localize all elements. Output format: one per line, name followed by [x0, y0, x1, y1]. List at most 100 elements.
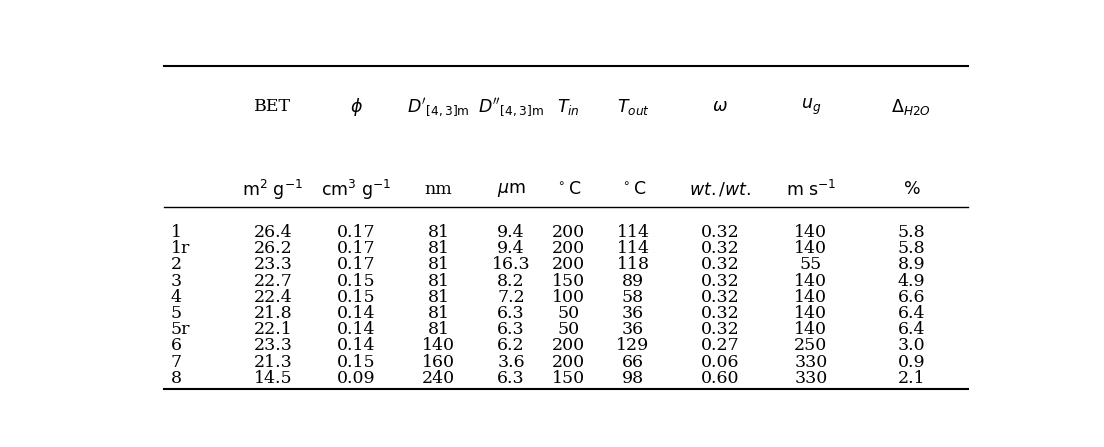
Text: 81: 81: [427, 321, 449, 338]
Text: 8.2: 8.2: [497, 273, 524, 290]
Text: 6.3: 6.3: [497, 305, 524, 322]
Text: 81: 81: [427, 289, 449, 306]
Text: $\Delta_{H2O}$: $\Delta_{H2O}$: [891, 97, 932, 117]
Text: 6.2: 6.2: [497, 337, 524, 354]
Text: 23.3: 23.3: [253, 337, 293, 354]
Text: 0.17: 0.17: [337, 224, 375, 241]
Text: 200: 200: [552, 240, 585, 257]
Text: $T_{out}$: $T_{out}$: [616, 97, 649, 117]
Text: 0.60: 0.60: [701, 370, 739, 387]
Text: 330: 330: [794, 354, 828, 371]
Text: 3: 3: [170, 273, 182, 290]
Text: 3.6: 3.6: [497, 354, 524, 371]
Text: $D''_{[4,3]\rm{m}}$: $D''_{[4,3]\rm{m}}$: [478, 96, 544, 118]
Text: 16.3: 16.3: [491, 257, 530, 274]
Text: $D'_{[4,3]\rm{m}}$: $D'_{[4,3]\rm{m}}$: [407, 96, 470, 118]
Text: 118: 118: [616, 257, 649, 274]
Text: 160: 160: [422, 354, 455, 371]
Text: $u_g$: $u_g$: [800, 97, 821, 117]
Text: 81: 81: [427, 305, 449, 322]
Text: $^\circ\rm{C}$: $^\circ\rm{C}$: [555, 181, 582, 198]
Text: 9.4: 9.4: [497, 240, 524, 257]
Text: 0.17: 0.17: [337, 257, 375, 274]
Text: 0.15: 0.15: [337, 273, 375, 290]
Text: 6.3: 6.3: [497, 370, 524, 387]
Text: 150: 150: [552, 370, 585, 387]
Text: 81: 81: [427, 257, 449, 274]
Text: 140: 140: [795, 305, 827, 322]
Text: $wt./wt.$: $wt./wt.$: [689, 181, 751, 198]
Text: 1: 1: [170, 224, 181, 241]
Text: 8: 8: [170, 370, 181, 387]
Text: 26.4: 26.4: [254, 224, 293, 241]
Text: 6.4: 6.4: [898, 321, 925, 338]
Text: 2.1: 2.1: [898, 370, 925, 387]
Text: 129: 129: [616, 337, 649, 354]
Text: 140: 140: [422, 337, 455, 354]
Text: 1r: 1r: [170, 240, 190, 257]
Text: 7.2: 7.2: [497, 289, 524, 306]
Text: 114: 114: [616, 240, 649, 257]
Text: 7: 7: [170, 354, 182, 371]
Text: 9.4: 9.4: [497, 224, 524, 241]
Text: 0.32: 0.32: [700, 273, 740, 290]
Text: 26.2: 26.2: [254, 240, 293, 257]
Text: 2: 2: [170, 257, 182, 274]
Text: 36: 36: [622, 305, 644, 322]
Text: $\rm{m\ s}^{-1}$: $\rm{m\ s}^{-1}$: [786, 180, 836, 200]
Text: 50: 50: [558, 305, 580, 322]
Text: 36: 36: [622, 321, 644, 338]
Text: 0.14: 0.14: [337, 321, 375, 338]
Text: 98: 98: [622, 370, 644, 387]
Text: 6: 6: [170, 337, 181, 354]
Text: 140: 140: [795, 240, 827, 257]
Text: 50: 50: [558, 321, 580, 338]
Text: $\rm{cm}^3\ \rm{g}^{-1}$: $\rm{cm}^3\ \rm{g}^{-1}$: [321, 177, 392, 202]
Text: 21.8: 21.8: [254, 305, 293, 322]
Text: 22.7: 22.7: [253, 273, 293, 290]
Text: 0.32: 0.32: [700, 289, 740, 306]
Text: 0.32: 0.32: [700, 305, 740, 322]
Text: 14.5: 14.5: [254, 370, 293, 387]
Text: 81: 81: [427, 224, 449, 241]
Text: 5.8: 5.8: [898, 224, 925, 241]
Text: 5r: 5r: [170, 321, 190, 338]
Text: 5: 5: [170, 305, 182, 322]
Text: $^\circ\rm{C}$: $^\circ\rm{C}$: [619, 181, 646, 198]
Text: 0.06: 0.06: [701, 354, 739, 371]
Text: 0.32: 0.32: [700, 224, 740, 241]
Text: 0.15: 0.15: [337, 289, 375, 306]
Text: 4: 4: [170, 289, 181, 306]
Text: 100: 100: [552, 289, 585, 306]
Text: 0.15: 0.15: [337, 354, 375, 371]
Text: BET: BET: [254, 98, 291, 115]
Text: 0.14: 0.14: [337, 337, 375, 354]
Text: 5.8: 5.8: [898, 240, 925, 257]
Text: $\mu\rm{m}$: $\mu\rm{m}$: [497, 181, 526, 198]
Text: 140: 140: [795, 224, 827, 241]
Text: 22.4: 22.4: [254, 289, 293, 306]
Text: 114: 114: [616, 224, 649, 241]
Text: 89: 89: [622, 273, 644, 290]
Text: 81: 81: [427, 273, 449, 290]
Text: 140: 140: [795, 273, 827, 290]
Text: 8.9: 8.9: [898, 257, 925, 274]
Text: 3.0: 3.0: [898, 337, 925, 354]
Text: 0.27: 0.27: [700, 337, 740, 354]
Text: 58: 58: [622, 289, 644, 306]
Text: 6.3: 6.3: [497, 321, 524, 338]
Text: $\%$: $\%$: [903, 181, 921, 198]
Text: 0.14: 0.14: [337, 305, 375, 322]
Text: 6.6: 6.6: [898, 289, 925, 306]
Text: 330: 330: [794, 370, 828, 387]
Text: 200: 200: [552, 224, 585, 241]
Text: nm: nm: [425, 181, 453, 198]
Text: 6.4: 6.4: [898, 305, 925, 322]
Text: 200: 200: [552, 257, 585, 274]
Text: 240: 240: [422, 370, 455, 387]
Text: 22.1: 22.1: [254, 321, 293, 338]
Text: 140: 140: [795, 289, 827, 306]
Text: 250: 250: [794, 337, 828, 354]
Text: 0.09: 0.09: [337, 370, 375, 387]
Text: 200: 200: [552, 337, 585, 354]
